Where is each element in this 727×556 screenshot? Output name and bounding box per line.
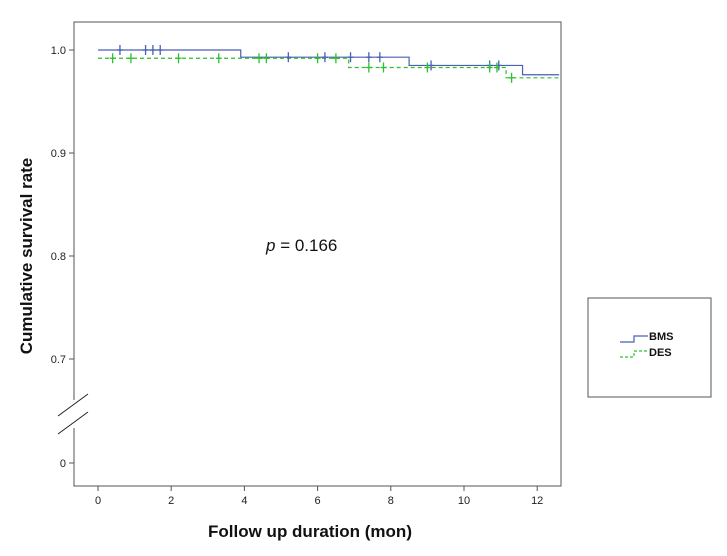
censor-mark-des-10 [424,62,431,73]
censor-mark-bms-5 [321,52,328,63]
p-value-text: = 0.166 [275,236,337,255]
censor-mark-des-9 [380,62,387,73]
y-tick-label-0.8: 0.8 [51,251,66,263]
x-tick-label-0: 0 [95,495,101,507]
censor-mark-bms-6 [347,52,354,63]
censor-mark-des-7 [332,53,339,64]
plot-frame [73,21,562,487]
censor-mark-des-5 [263,53,270,64]
censor-mark-bms-4 [285,52,292,63]
censor-mark-des-4 [256,53,263,64]
x-tick-label-10: 10 [458,495,470,507]
legend: BMS DES [587,297,712,398]
x-tick-label-8: 8 [388,495,394,507]
x-tick-label-4: 4 [241,495,247,507]
y-tick-label-0.9: 0.9 [51,148,66,160]
censor-mark-bms-1 [142,45,149,55]
x-tick-label-6: 6 [315,495,321,507]
censor-mark-bms-0 [116,45,123,55]
legend-swatch-bms [620,335,648,343]
x-axis-title: Follow up duration (mon) [208,522,412,541]
y-tick-label-1.0: 1.0 [51,45,66,57]
y-tick-label-0.7: 0.7 [51,354,66,366]
censor-mark-des-0 [109,53,116,64]
y-tick-label-0: 0 [60,458,66,470]
axis-break-mark [57,393,89,435]
series-line-bms [98,49,560,76]
legend-box [587,297,712,398]
censor-mark-bms-2 [149,45,156,55]
censor-mark-des-6 [314,53,321,64]
censor-mark-des-13 [508,72,515,83]
x-tick-label-2: 2 [168,495,174,507]
y-axis-title: Cumulative survival rate [17,158,36,355]
p-value-annotation: p = 0.166 [265,236,337,255]
legend-label-bms: BMS [649,331,673,343]
x-tick-label-12: 12 [531,495,543,507]
p-symbol: p [265,236,275,255]
censor-mark-bms-9 [428,60,435,71]
censor-mark-bms-8 [376,52,383,63]
censor-mark-des-8 [365,62,372,73]
censor-mark-des-12 [493,62,500,73]
censor-mark-bms-7 [365,52,372,63]
censor-mark-des-2 [175,53,182,64]
censor-mark-des-3 [215,53,222,64]
censor-mark-des-1 [127,53,134,64]
legend-label-des: DES [649,347,672,359]
censor-mark-bms-3 [157,45,164,55]
legend-swatch-des [620,350,648,358]
censor-mark-des-11 [486,62,493,73]
